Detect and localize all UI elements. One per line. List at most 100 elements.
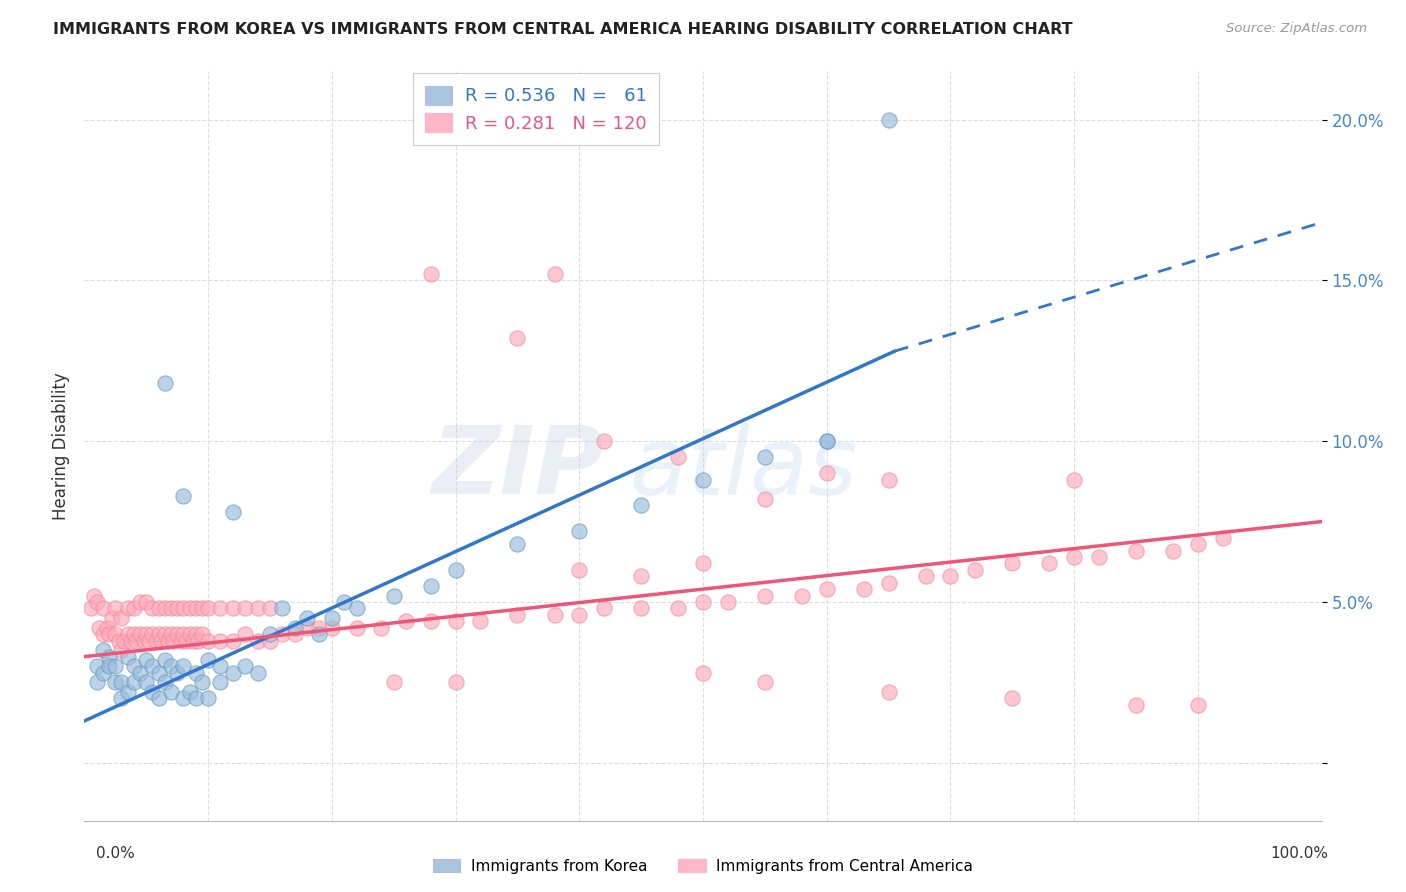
- Point: [135, 595, 157, 609]
- Y-axis label: Hearing Disability: Hearing Disability: [52, 372, 70, 520]
- Text: IMMIGRANTS FROM KOREA VS IMMIGRANTS FROM CENTRAL AMERICA HEARING DISABILITY CORR: IMMIGRANTS FROM KOREA VS IMMIGRANTS FROM…: [53, 22, 1073, 37]
- Point: [135, 627, 157, 641]
- Point: [717, 595, 740, 609]
- Point: [346, 621, 368, 635]
- Point: [110, 691, 132, 706]
- Point: [419, 614, 441, 628]
- Point: [120, 633, 142, 648]
- Point: [754, 491, 776, 506]
- Point: [160, 659, 183, 673]
- Point: [83, 589, 105, 603]
- Point: [172, 601, 194, 615]
- Legend: R = 0.536   N =   61, R = 0.281   N = 120: R = 0.536 N = 61, R = 0.281 N = 120: [412, 73, 659, 145]
- Point: [543, 267, 565, 281]
- Point: [91, 601, 114, 615]
- Point: [110, 611, 132, 625]
- Point: [104, 659, 127, 673]
- Point: [419, 267, 441, 281]
- Point: [89, 621, 111, 635]
- Point: [1088, 549, 1111, 564]
- Point: [877, 473, 900, 487]
- Point: [153, 675, 176, 690]
- Point: [382, 589, 405, 603]
- Point: [153, 653, 176, 667]
- Point: [1161, 543, 1184, 558]
- Point: [122, 675, 145, 690]
- Point: [150, 633, 173, 648]
- Point: [1038, 557, 1060, 571]
- Point: [209, 675, 232, 690]
- Point: [86, 595, 108, 609]
- Point: [172, 627, 194, 641]
- Point: [125, 633, 148, 648]
- Point: [148, 691, 170, 706]
- Point: [172, 691, 194, 706]
- Point: [141, 627, 163, 641]
- Point: [184, 691, 207, 706]
- Point: [568, 563, 591, 577]
- Point: [754, 589, 776, 603]
- Point: [939, 569, 962, 583]
- Point: [1063, 473, 1085, 487]
- Point: [568, 524, 591, 539]
- Text: atlas: atlas: [628, 423, 858, 514]
- Point: [117, 685, 139, 699]
- Point: [122, 627, 145, 641]
- Point: [135, 675, 157, 690]
- Point: [1187, 537, 1209, 551]
- Point: [593, 434, 616, 449]
- Point: [1212, 531, 1234, 545]
- Point: [157, 633, 180, 648]
- Point: [153, 601, 176, 615]
- Point: [815, 467, 838, 481]
- Point: [148, 601, 170, 615]
- Point: [160, 627, 183, 641]
- Point: [91, 627, 114, 641]
- Point: [191, 627, 214, 641]
- Point: [308, 627, 330, 641]
- Point: [333, 595, 356, 609]
- Point: [222, 505, 245, 519]
- Point: [965, 563, 987, 577]
- Point: [666, 601, 689, 615]
- Point: [148, 627, 170, 641]
- Legend: Immigrants from Korea, Immigrants from Central America: Immigrants from Korea, Immigrants from C…: [427, 853, 979, 880]
- Point: [184, 627, 207, 641]
- Point: [153, 627, 176, 641]
- Point: [692, 557, 714, 571]
- Point: [815, 434, 838, 449]
- Point: [222, 601, 245, 615]
- Point: [98, 627, 121, 641]
- Point: [117, 601, 139, 615]
- Point: [112, 633, 135, 648]
- Point: [259, 633, 281, 648]
- Point: [1125, 698, 1147, 712]
- Point: [284, 621, 307, 635]
- Point: [197, 653, 219, 667]
- Point: [692, 473, 714, 487]
- Point: [104, 601, 127, 615]
- Point: [91, 643, 114, 657]
- Point: [135, 653, 157, 667]
- Point: [153, 376, 176, 391]
- Point: [630, 601, 652, 615]
- Point: [382, 675, 405, 690]
- Point: [233, 601, 256, 615]
- Point: [308, 621, 330, 635]
- Point: [506, 607, 529, 622]
- Point: [117, 649, 139, 664]
- Point: [86, 659, 108, 673]
- Point: [444, 675, 467, 690]
- Point: [141, 685, 163, 699]
- Point: [295, 611, 318, 625]
- Point: [666, 450, 689, 465]
- Point: [110, 643, 132, 657]
- Point: [122, 659, 145, 673]
- Point: [754, 675, 776, 690]
- Point: [321, 611, 343, 625]
- Point: [181, 633, 204, 648]
- Point: [179, 627, 201, 641]
- Point: [259, 627, 281, 641]
- Point: [197, 633, 219, 648]
- Point: [197, 601, 219, 615]
